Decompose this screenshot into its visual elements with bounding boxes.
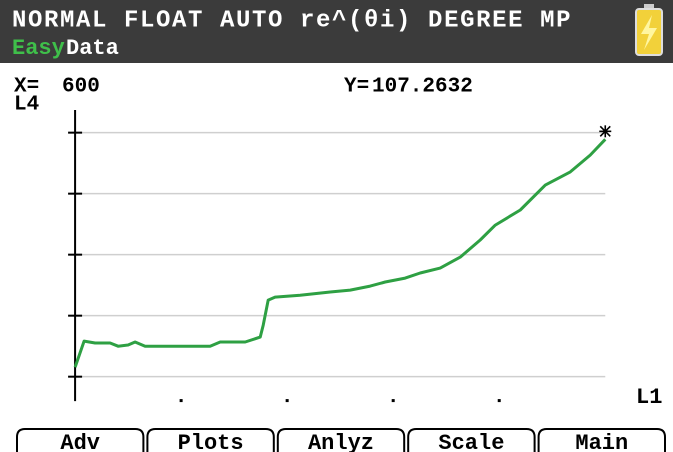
- battery-cap: [644, 4, 654, 9]
- status-bar: [0, 0, 673, 63]
- app-prefix: Easy: [12, 36, 65, 61]
- y-axis-label: L4: [14, 94, 39, 117]
- app-name: Data: [66, 36, 119, 61]
- data-line: [73, 138, 607, 368]
- battery-bolt: [641, 15, 657, 50]
- softkey-tab[interactable]: [537, 428, 666, 452]
- mode-line: NORMAL FLOAT AUTO re^(θi) DEGREE MP: [12, 7, 572, 34]
- softkey-label[interactable]: Adv: [60, 431, 100, 452]
- cursor-x-value: 600: [62, 76, 100, 99]
- softkey-tab[interactable]: [16, 428, 145, 452]
- x-axis-label: L1: [636, 385, 662, 410]
- softkey-label[interactable]: Anlyz: [308, 431, 374, 452]
- x-tick: [179, 399, 183, 403]
- softkey-label[interactable]: Plots: [178, 431, 244, 452]
- softkey-label[interactable]: Main: [575, 431, 628, 452]
- x-tick: [391, 399, 395, 403]
- cursor-y-value: 107.2632: [372, 76, 473, 99]
- softkey-tab[interactable]: [276, 428, 406, 452]
- trace-cursor: [599, 125, 612, 138]
- softkey-tab[interactable]: [407, 428, 536, 452]
- battery-icon: [635, 4, 663, 56]
- softkeys: Adv Plots Anlyz Scale Main: [16, 428, 666, 452]
- x-tick: [285, 399, 289, 403]
- softkey-tab[interactable]: [146, 428, 275, 452]
- cursor-y-label: Y=: [344, 76, 369, 99]
- cursor-x-label: X=: [14, 76, 39, 99]
- x-tick: [497, 399, 501, 403]
- cursor-stroke: [599, 125, 611, 137]
- softkey-label[interactable]: Scale: [438, 431, 504, 452]
- plot: [68, 110, 612, 403]
